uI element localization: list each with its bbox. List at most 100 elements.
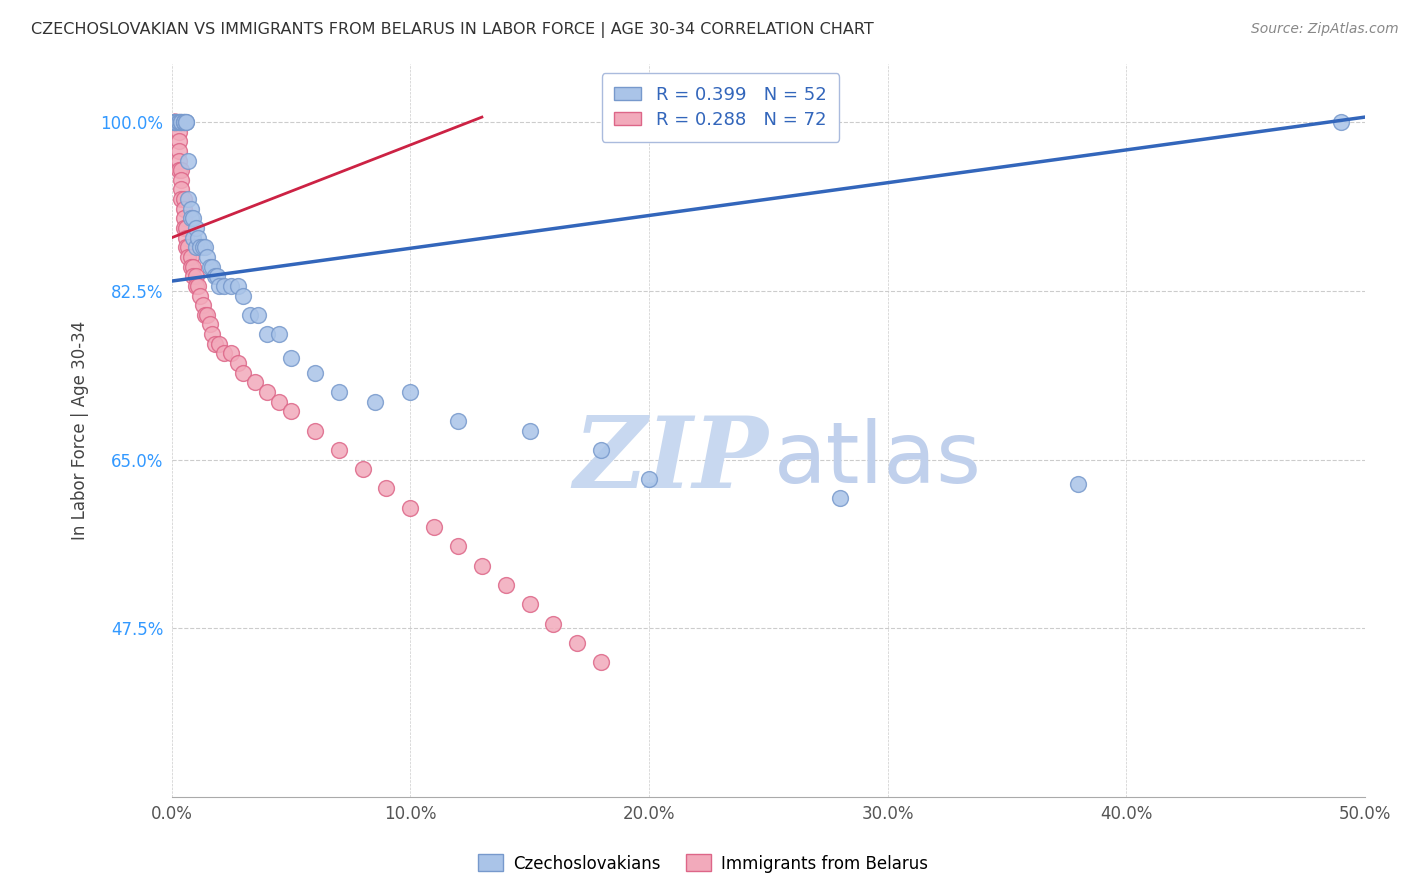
Point xyxy=(167,115,190,129)
Point xyxy=(173,115,195,129)
Point xyxy=(1067,476,1090,491)
Point xyxy=(167,153,190,168)
Point xyxy=(184,221,207,235)
Text: atlas: atlas xyxy=(775,418,983,501)
Point xyxy=(170,115,193,129)
Point xyxy=(174,240,197,254)
Point xyxy=(188,288,211,302)
Point xyxy=(239,308,262,322)
Point xyxy=(163,115,186,129)
Point xyxy=(363,394,385,409)
Point xyxy=(280,404,302,418)
Point xyxy=(212,346,235,360)
Point xyxy=(828,491,851,505)
Point xyxy=(187,279,209,293)
Point xyxy=(177,250,200,264)
Point xyxy=(166,115,188,129)
Point xyxy=(232,366,254,380)
Point xyxy=(191,240,214,254)
Point xyxy=(212,279,235,293)
Point xyxy=(177,153,200,168)
Point xyxy=(174,115,197,129)
Point xyxy=(267,394,290,409)
Point xyxy=(256,384,278,399)
Point xyxy=(180,250,202,264)
Point xyxy=(166,115,188,129)
Point xyxy=(375,482,398,496)
Point xyxy=(173,115,195,129)
Point xyxy=(184,240,207,254)
Point xyxy=(328,442,350,457)
Point xyxy=(447,414,470,428)
Point xyxy=(567,636,589,650)
Point xyxy=(204,269,226,284)
Point xyxy=(173,115,195,129)
Y-axis label: In Labor Force | Age 30-34: In Labor Force | Age 30-34 xyxy=(72,321,89,541)
Point xyxy=(174,230,197,244)
Point xyxy=(166,115,188,129)
Point xyxy=(163,115,186,129)
Point xyxy=(166,115,188,129)
Point xyxy=(163,115,186,129)
Point xyxy=(163,115,186,129)
Point xyxy=(228,279,250,293)
Point xyxy=(543,616,565,631)
Point xyxy=(221,279,243,293)
Point xyxy=(166,115,188,129)
Point xyxy=(471,558,494,573)
Point xyxy=(201,327,224,342)
Point xyxy=(167,115,190,129)
Point xyxy=(495,578,517,592)
Point xyxy=(205,269,228,284)
Point xyxy=(232,288,254,302)
Point xyxy=(177,240,200,254)
Point xyxy=(174,221,197,235)
Point xyxy=(1330,115,1353,129)
Point xyxy=(166,115,188,129)
Point xyxy=(167,115,190,129)
Point xyxy=(591,442,613,457)
Point xyxy=(173,202,195,216)
Legend: R = 0.399   N = 52, R = 0.288   N = 72: R = 0.399 N = 52, R = 0.288 N = 72 xyxy=(602,73,839,142)
Point xyxy=(638,472,661,486)
Point xyxy=(208,336,231,351)
Point xyxy=(181,230,204,244)
Point xyxy=(256,327,278,342)
Point xyxy=(198,260,221,274)
Point xyxy=(201,260,224,274)
Point xyxy=(170,173,193,187)
Point xyxy=(167,163,190,178)
Point xyxy=(187,230,209,244)
Point xyxy=(328,384,350,399)
Point xyxy=(166,115,188,129)
Point xyxy=(245,376,267,390)
Point xyxy=(423,520,446,534)
Point xyxy=(167,134,190,148)
Point xyxy=(170,163,193,178)
Point xyxy=(447,540,470,554)
Point xyxy=(174,115,197,129)
Point xyxy=(181,211,204,226)
Point xyxy=(170,182,193,196)
Point xyxy=(173,211,195,226)
Point xyxy=(519,597,541,611)
Point xyxy=(170,115,193,129)
Point xyxy=(208,279,231,293)
Point xyxy=(170,192,193,206)
Point xyxy=(246,308,269,322)
Point xyxy=(173,221,195,235)
Point xyxy=(166,115,188,129)
Point xyxy=(181,260,204,274)
Point xyxy=(163,115,186,129)
Point xyxy=(197,308,219,322)
Point xyxy=(163,115,186,129)
Point xyxy=(163,115,186,129)
Point xyxy=(280,351,302,366)
Text: CZECHOSLOVAKIAN VS IMMIGRANTS FROM BELARUS IN LABOR FORCE | AGE 30-34 CORRELATIO: CZECHOSLOVAKIAN VS IMMIGRANTS FROM BELAR… xyxy=(31,22,873,38)
Point xyxy=(167,144,190,158)
Point xyxy=(228,356,250,370)
Point xyxy=(221,346,243,360)
Point xyxy=(519,424,541,438)
Point xyxy=(170,115,193,129)
Legend: Czechoslovakians, Immigrants from Belarus: Czechoslovakians, Immigrants from Belaru… xyxy=(471,847,935,880)
